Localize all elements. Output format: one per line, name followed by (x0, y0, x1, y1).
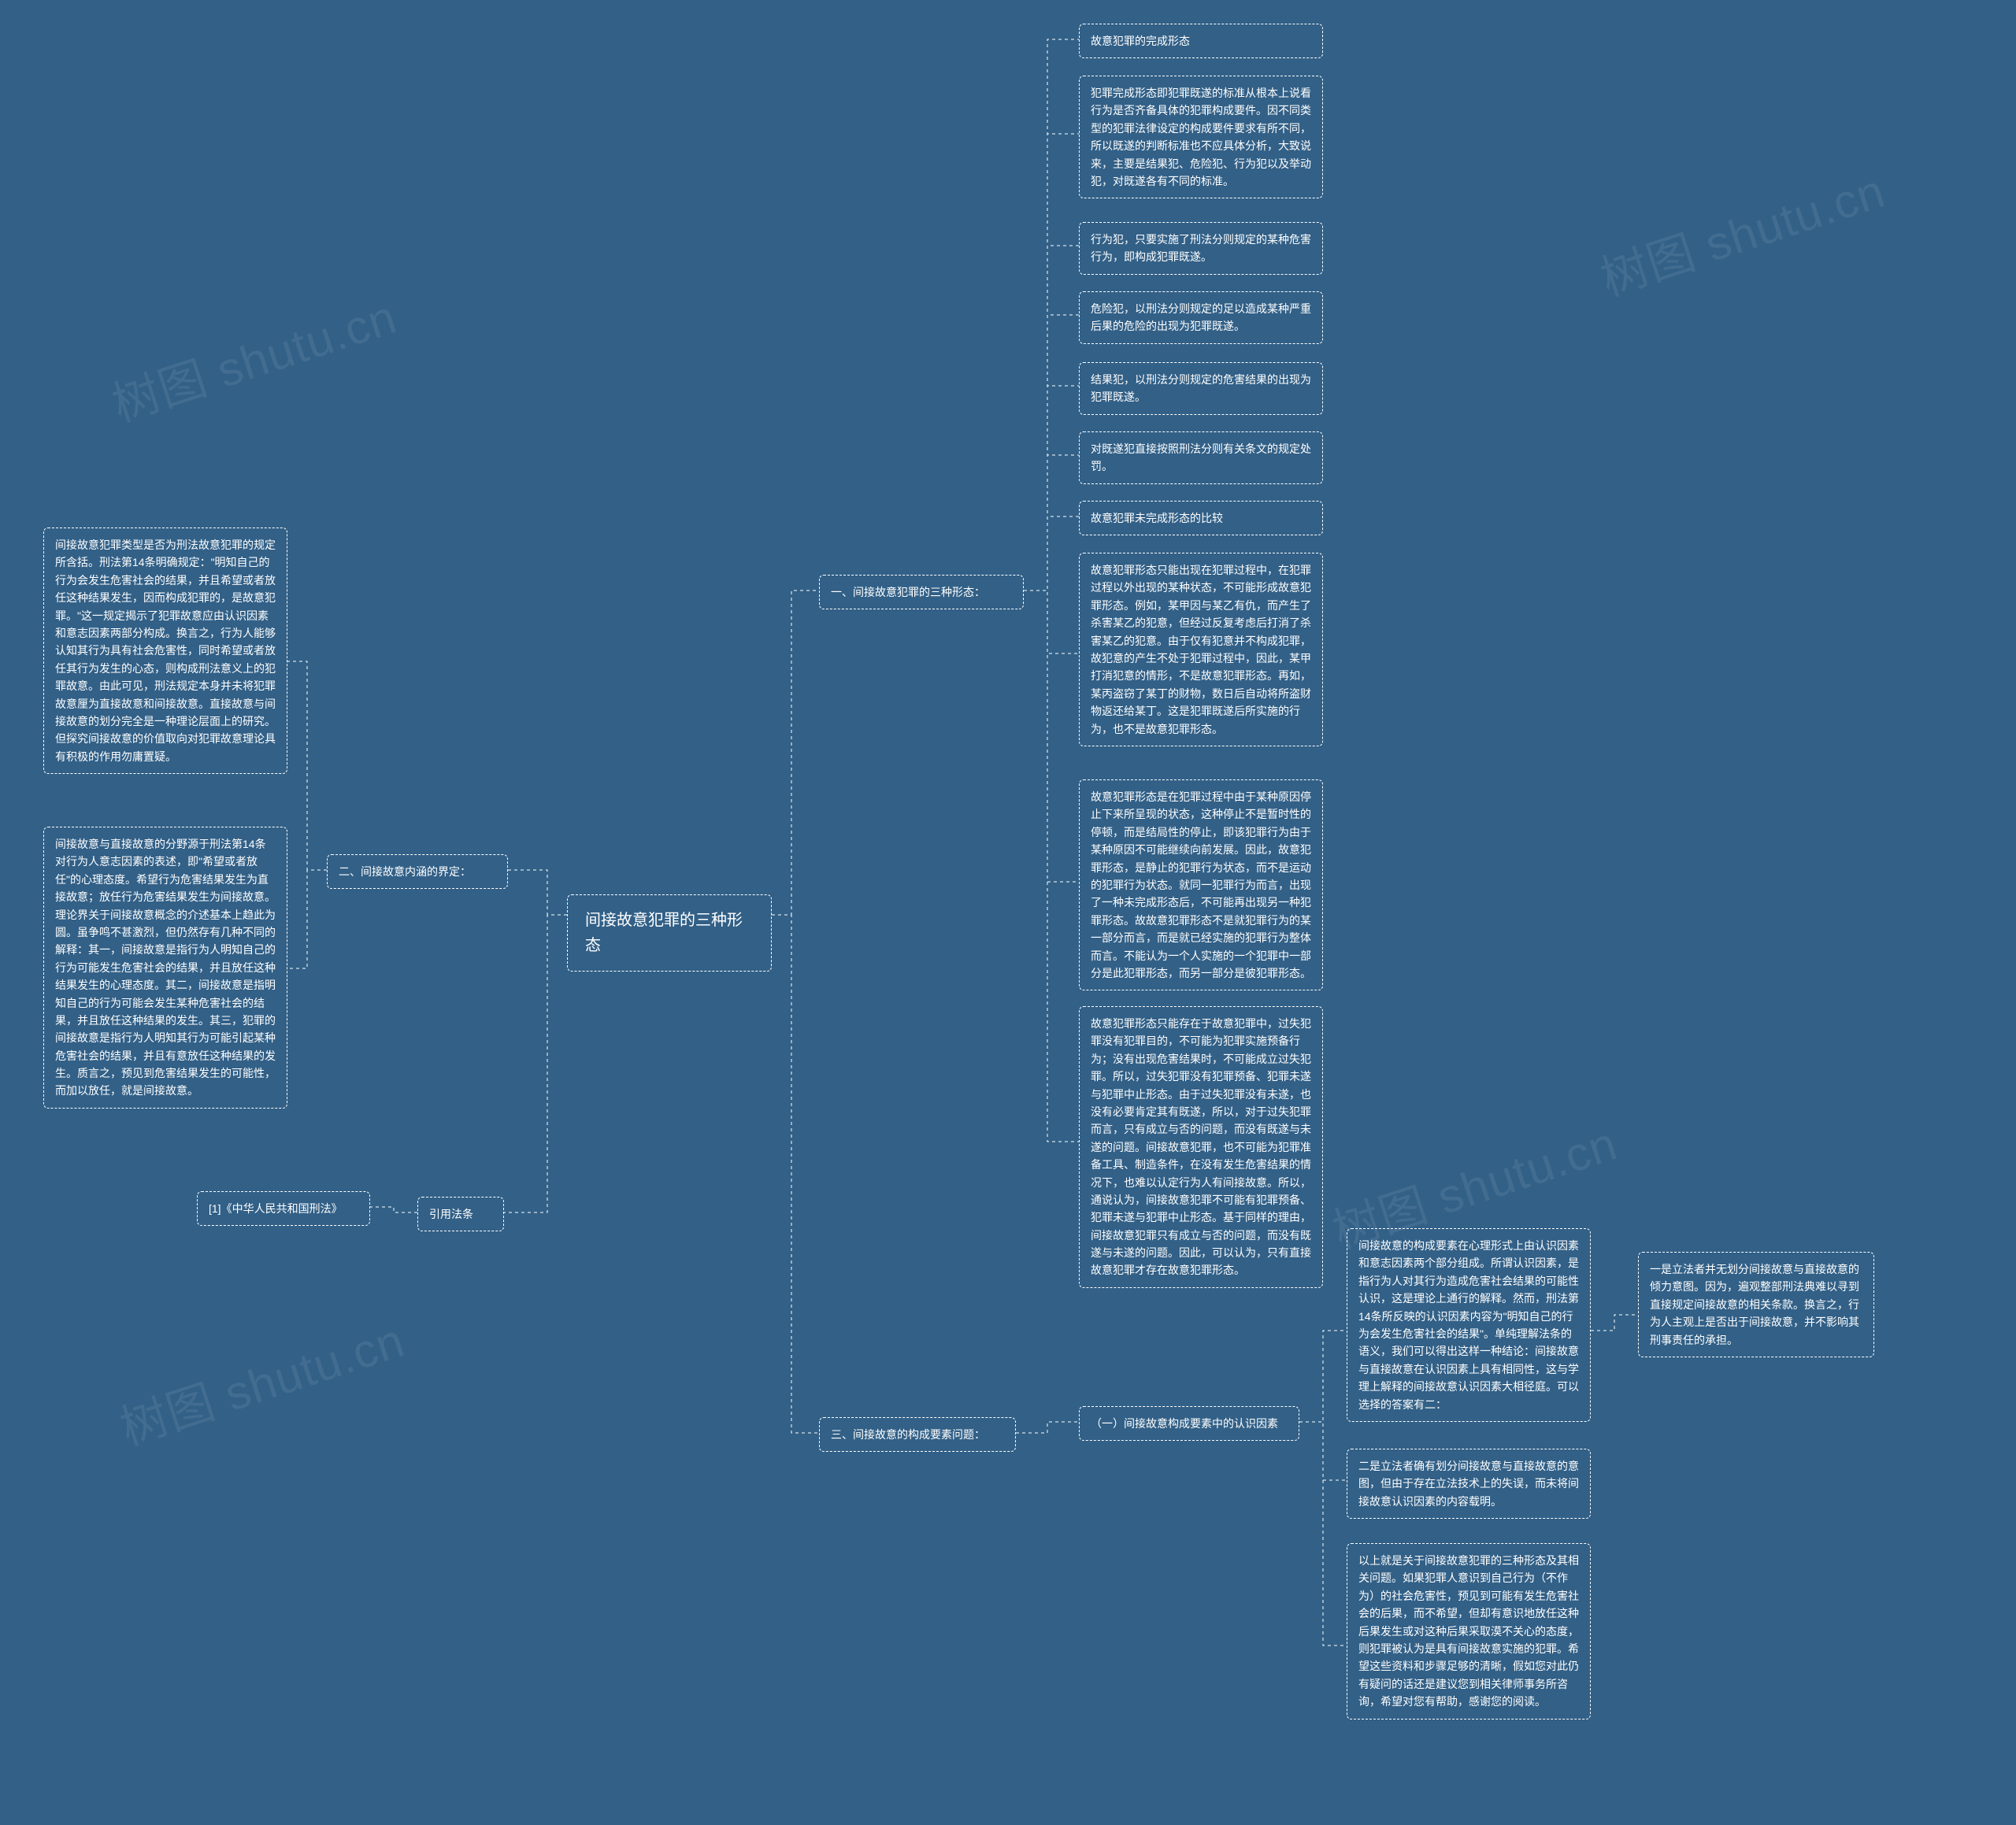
leaf-c1[interactable]: （一）间接故意构成要素中的认识因素 (1079, 1406, 1299, 1441)
leaf-r1[interactable]: 故意犯罪的完成形态 (1079, 24, 1323, 58)
leaf-b2a[interactable]: 间接故意犯罪类型是否为刑法故意犯罪的规定所含括。刑法第14条明确规定："明知自己… (43, 528, 287, 774)
branch-3[interactable]: 三、间接故意的构成要素问题： (819, 1417, 1016, 1452)
leaf-r10[interactable]: 故意犯罪形态只能存在于故意犯罪中，过失犯罪没有犯罪目的，不可能为犯罪实施预备行为… (1079, 1006, 1323, 1288)
leaf-r9[interactable]: 故意犯罪形态是在犯罪过程中由于某种原因停止下来所呈现的状态，这种停止不是暂时性的… (1079, 779, 1323, 990)
leaf-c1b[interactable]: 二是立法者确有划分间接故意与直接故意的意图，但由于存在立法技术上的失误，而未将间… (1347, 1449, 1591, 1519)
leaf-b4a[interactable]: [1]《中华人民共和国刑法》 (197, 1191, 370, 1226)
leaf-r2[interactable]: 犯罪完成形态即犯罪既遂的标准从根本上说看行为是否齐备具体的犯罪构成要件。因不同类… (1079, 76, 1323, 198)
leaf-c1a1[interactable]: 一是立法者并无划分间接故意与直接故意的倾力意图。因为，遍观整部刑法典难以寻到直接… (1638, 1252, 1874, 1357)
leaf-r5[interactable]: 结果犯，以刑法分则规定的危害结果的出现为犯罪既遂。 (1079, 362, 1323, 415)
watermark: 树图 shutu.cn (1591, 153, 1892, 309)
leaf-r4[interactable]: 危险犯，以刑法分则规定的足以造成某种严重后果的危险的出现为犯罪既遂。 (1079, 291, 1323, 344)
watermark: 树图 shutu.cn (110, 1302, 412, 1458)
leaf-r8[interactable]: 故意犯罪形态只能出现在犯罪过程中，在犯罪过程以外出现的某种状态，不可能形成故意犯… (1079, 553, 1323, 746)
leaf-c1a[interactable]: 间接故意的构成要素在心理形式上由认识因素和意志因素两个部分组成。所谓认识因素，是… (1347, 1228, 1591, 1422)
branch-2[interactable]: 二、间接故意内涵的界定： (327, 854, 508, 889)
leaf-r3[interactable]: 行为犯，只要实施了刑法分则规定的某种危害行为，即构成犯罪既遂。 (1079, 222, 1323, 275)
leaf-r6[interactable]: 对既遂犯直接按照刑法分则有关条文的规定处罚。 (1079, 431, 1323, 484)
leaf-b2b[interactable]: 间接故意与直接故意的分野源于刑法第14条对行为人意志因素的表述，即"希望或者放任… (43, 827, 287, 1109)
leaf-c1c[interactable]: 以上就是关于间接故意犯罪的三种形态及其相关问题。如果犯罪人意识到自己行为（不作为… (1347, 1543, 1591, 1719)
connectors (0, 0, 2016, 1825)
branch-4[interactable]: 引用法条 (417, 1197, 504, 1231)
branch-1[interactable]: 一、间接故意犯罪的三种形态： (819, 575, 1024, 609)
watermark: 树图 shutu.cn (102, 279, 404, 435)
root-node[interactable]: 间接故意犯罪的三种形态 (567, 894, 772, 972)
leaf-r7[interactable]: 故意犯罪未完成形态的比较 (1079, 501, 1323, 535)
